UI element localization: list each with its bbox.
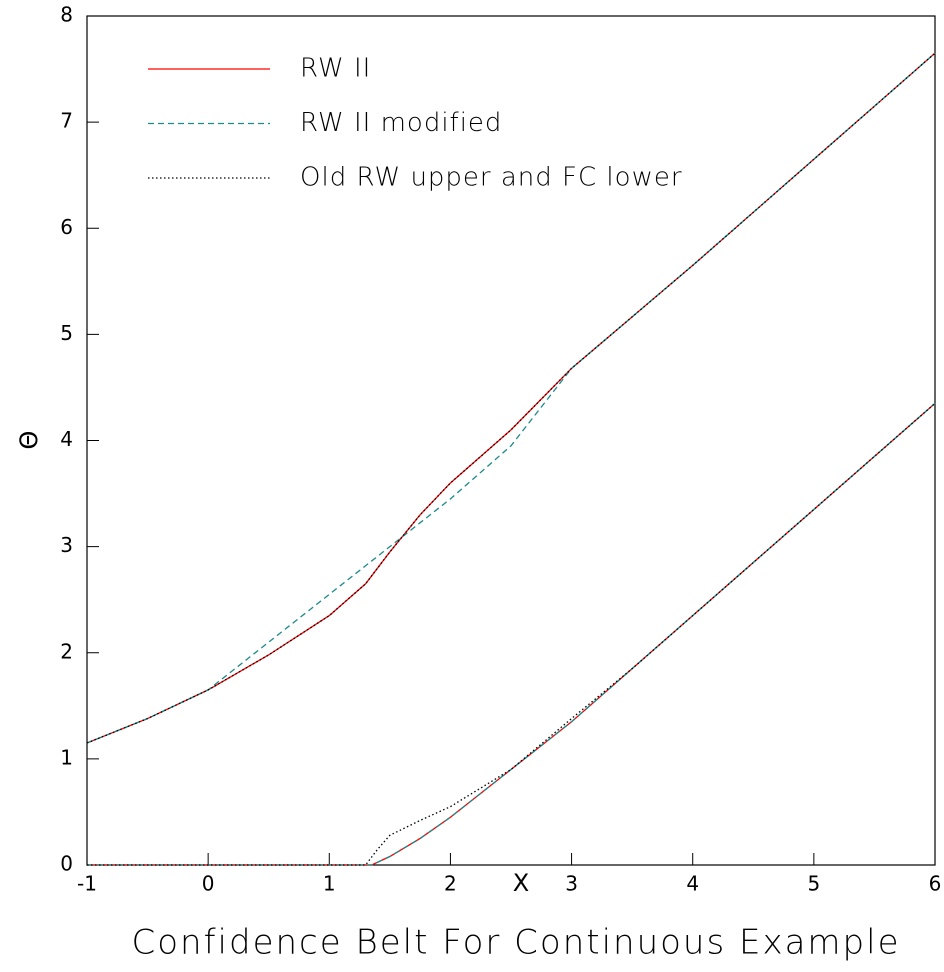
legend-label: RW II modified	[300, 108, 502, 138]
y-tick-label: 1	[60, 745, 73, 769]
x-tick-label: 2	[444, 872, 457, 896]
y-tick-label: 3	[60, 533, 73, 557]
legend-label: Old RW upper and FC lower	[300, 163, 683, 193]
x-tick-label: 1	[323, 872, 336, 896]
y-axis-label: Θ	[15, 431, 43, 450]
y-tick-label: 5	[60, 321, 73, 345]
x-tick-label: -1	[77, 872, 97, 896]
y-tick-label: 4	[60, 427, 73, 451]
plot-frame	[86, 15, 936, 866]
x-axis-label: X	[513, 869, 529, 897]
x-tick-label: 6	[929, 872, 942, 896]
y-tick-label: 8	[60, 3, 73, 27]
y-tick-label: 7	[60, 109, 73, 133]
legend-label: RW II	[300, 54, 371, 84]
y-tick-label: 6	[60, 215, 73, 239]
y-tick-label: 0	[60, 852, 73, 876]
y-tick-label: 2	[60, 639, 73, 663]
x-tick-label: 0	[202, 872, 215, 896]
chart-title: Confidence Belt For Continuous Example	[131, 923, 900, 963]
x-tick-label: 5	[807, 872, 820, 896]
series-line	[86, 52, 936, 866]
x-tick-label: 4	[686, 872, 699, 896]
x-tick-label: 3	[565, 872, 578, 896]
